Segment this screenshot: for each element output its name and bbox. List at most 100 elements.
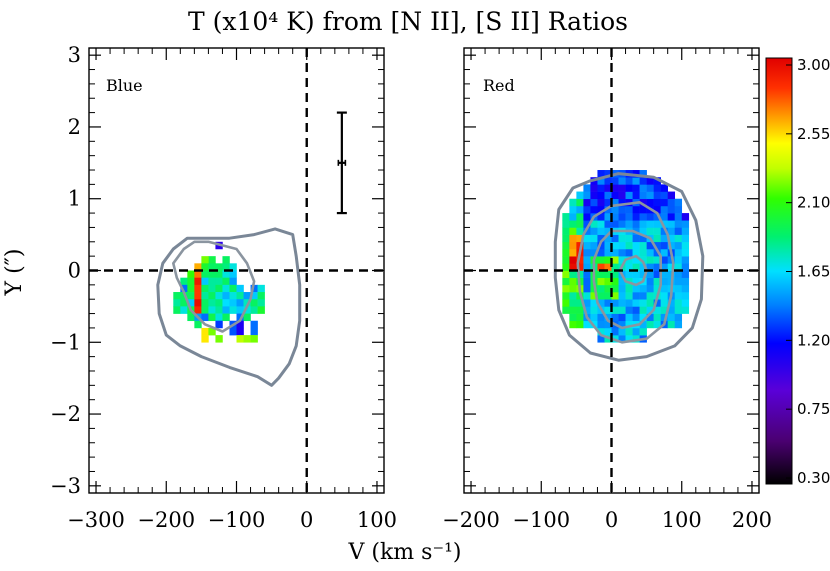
heatmap-cell [201, 256, 209, 264]
x-tick-label: 100 [662, 508, 702, 532]
heatmap-cell [611, 327, 619, 336]
heatmap-cell [653, 306, 661, 314]
heatmap-cell [597, 292, 605, 300]
heatmap-cell [681, 248, 690, 257]
heatmap-cell [667, 205, 676, 214]
heatmap-cell [653, 299, 661, 307]
heatmap-cell [222, 306, 230, 314]
heatmap-cell [590, 292, 598, 300]
heatmap-cell [236, 306, 244, 314]
heatmap-cell [653, 191, 661, 200]
heatmap-cell [583, 292, 591, 300]
heatmap-cell [250, 320, 258, 329]
heatmap-cell [569, 220, 577, 228]
heatmap-cell [597, 205, 605, 214]
heatmap-cell [250, 306, 258, 314]
heatmap-cell [674, 299, 683, 307]
heatmap-cell [229, 263, 237, 271]
heatmap-cell [194, 320, 202, 329]
heatmap-cell [604, 306, 612, 314]
heatmap-cell [569, 299, 577, 307]
heatmap-cell [576, 263, 584, 271]
heatmap-cell [618, 241, 626, 250]
heatmap-cell [674, 234, 683, 243]
heatmap-cell [597, 220, 605, 228]
heatmap-cell [681, 227, 690, 235]
heatmap-cell [646, 263, 654, 271]
heatmap-cell [611, 198, 619, 207]
heatmap-cell [618, 256, 626, 264]
y-tick-label: 0 [68, 259, 81, 283]
heatmap-cell [639, 227, 647, 235]
heatmap-cell [646, 198, 654, 207]
heatmap-cell [569, 263, 577, 271]
heatmap-cell [632, 248, 640, 257]
heatmap-cell [618, 213, 626, 221]
heatmap-cell [597, 277, 605, 286]
heatmap-cell [569, 313, 577, 322]
contours-blue [156, 227, 302, 387]
heatmap-cell [236, 299, 244, 307]
contours-red [553, 172, 705, 362]
heatmap-cell [562, 306, 570, 314]
heatmap-cell [208, 327, 216, 336]
heatmap-cell [632, 256, 640, 264]
heatmap-cell [590, 241, 598, 250]
heatmap-cell [576, 191, 584, 200]
heatmap-cell [597, 313, 605, 322]
colorbar-tick-label: 0.75 [797, 400, 830, 418]
heatmap-cell [632, 263, 640, 271]
heatmap-cell [201, 335, 209, 343]
heatmap-cell [611, 177, 619, 185]
contour-line [156, 227, 302, 387]
heatmap-cell [604, 320, 612, 329]
heatmap-cell [632, 205, 640, 214]
heatmap-cell [236, 313, 244, 322]
heatmap-cell [604, 256, 612, 264]
heatmap-cell [569, 241, 577, 250]
overlays-red [464, 48, 759, 493]
heatmap-cell [597, 227, 605, 235]
heatmap-cell [583, 227, 591, 235]
heatmap-cell [639, 170, 647, 178]
heatmap-cell [639, 270, 647, 278]
heatmap-cell [646, 299, 654, 307]
heatmap-cell [187, 299, 195, 307]
heatmap-cell [229, 284, 237, 293]
heatmap-cell [243, 306, 251, 314]
heatmap-cell [618, 234, 626, 243]
heatmap-cell [194, 299, 202, 307]
heatmap-cell [625, 270, 633, 278]
heatmap-cell [576, 320, 584, 329]
heatmap-cell [618, 191, 626, 200]
heatmap-cell [674, 227, 683, 235]
heatmap-cell [243, 299, 251, 307]
heatmap-cell [653, 263, 661, 271]
heatmap-cell [222, 256, 230, 264]
heatmap-cell [653, 177, 661, 185]
y-tick-label: −2 [50, 402, 81, 426]
heatmap-cell [625, 320, 633, 329]
heatmap-cell [597, 191, 605, 200]
heatmap-cell [625, 299, 633, 307]
colorbar: 3.00 2.55 2.10 1.65 1.20 0.75 0.30 [765, 56, 830, 487]
heatmap-cell [604, 241, 612, 250]
heatmap-cell [187, 292, 195, 300]
heatmap-cell [208, 292, 216, 300]
heatmap-cell [562, 277, 570, 286]
heatmap-cell [646, 320, 654, 329]
heatmap-cell [597, 335, 605, 343]
heatmap-cell [604, 292, 612, 300]
heatmap-cell [562, 270, 570, 278]
heatmap-cell [660, 198, 668, 207]
heatmap-cell [597, 270, 605, 278]
heatmap-cell [569, 198, 577, 207]
heatmap-cell [590, 198, 598, 207]
heatmap-cell [674, 241, 683, 250]
heatmap-cell [653, 241, 661, 250]
heatmap-cell [681, 220, 690, 228]
heatmap-cell [660, 227, 668, 235]
heatmap-cell [604, 248, 612, 257]
heatmap-cell [208, 270, 216, 278]
